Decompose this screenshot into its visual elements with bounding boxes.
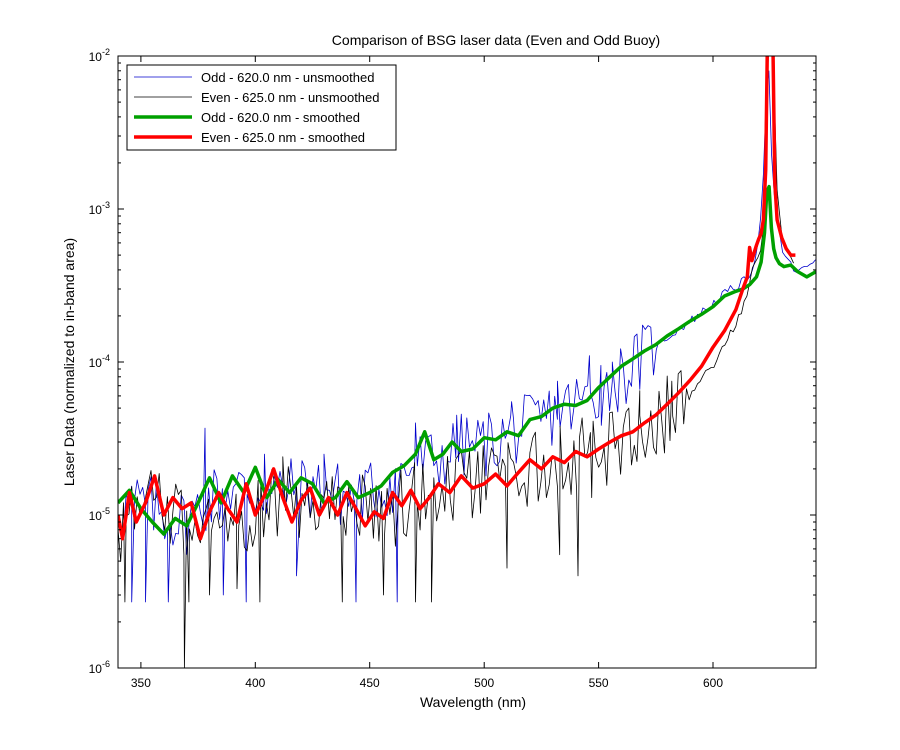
x-tick-label: 450 [360,676,380,690]
y-tick-base: 10 [89,662,103,676]
series-2 [118,184,816,536]
y-tick-exponent: -4 [102,353,110,363]
series-layer [118,56,816,668]
y-tick-label: 10-2 [89,47,110,64]
y-tick-base: 10 [89,356,103,370]
series-line [118,56,796,541]
series-0 [118,70,816,603]
x-tick-label: 600 [703,676,723,690]
series-3 [118,56,796,541]
x-tick-label: 400 [245,676,265,690]
series-line [118,56,794,668]
y-tick-label: 10-5 [89,506,110,523]
y-tick-exponent: -2 [102,47,110,57]
legend-label: Odd - 620.0 nm - smoothed [201,110,360,125]
plot-area [118,56,816,668]
y-tick-base: 10 [89,509,103,523]
y-tick-base: 10 [89,50,103,64]
x-tick-label: 500 [474,676,494,690]
x-tick-label: 350 [131,676,151,690]
legend-label: Even - 625.0 nm - smoothed [201,130,365,145]
legend-label: Even - 625.0 nm - unsmoothed [201,90,380,105]
chart-title: Comparison of BSG laser data (Even and O… [332,32,660,48]
x-tick-label: 550 [589,676,609,690]
series-1 [118,56,794,668]
y-tick-label: 10-4 [89,353,110,370]
x-axis-label: Wavelength (nm) [420,694,526,710]
series-line [118,70,816,603]
y-tick-exponent: -3 [102,200,110,210]
y-tick-base: 10 [89,203,103,217]
y-tick-exponent: -5 [102,506,110,516]
y-tick-label: 10-3 [89,200,110,217]
y-tick-exponent: -6 [102,659,110,669]
series-line [118,184,816,536]
y-tick-label: 10-6 [89,659,110,676]
y-axis-label: Laser Data (normalized to in-band area) [61,238,77,486]
legend: Odd - 620.0 nm - unsmoothed Even - 625.0 … [126,64,397,151]
legend-label: Odd - 620.0 nm - unsmoothed [201,70,374,85]
